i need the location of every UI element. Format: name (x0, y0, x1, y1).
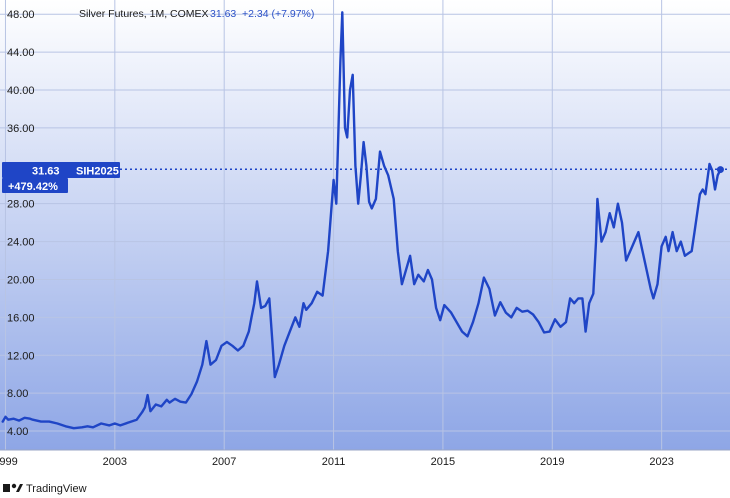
x-tick-label: 2023 (649, 456, 673, 468)
x-axis-ticks: 1999 2003 2007 2011 2015 2019 2023 (0, 456, 674, 468)
grid (0, 0, 730, 450)
y-tick-label: 8.00 (7, 388, 28, 400)
y-tick-label: 12.00 (7, 350, 35, 362)
y-tick-label: 20.00 (7, 274, 35, 286)
y-tick-label: 4.00 (7, 426, 28, 438)
legend-change: +2.34 (+7.97%) (242, 8, 314, 20)
x-tick-label: 1999 (0, 456, 18, 468)
tradingview-logo-icon[interactable] (3, 483, 23, 492)
x-axis-strip (0, 450, 730, 472)
x-tick-label: 2019 (540, 456, 564, 468)
y-tick-label: 16.00 (7, 312, 35, 324)
y-tick-label: 36.00 (7, 123, 35, 135)
plot-background (0, 0, 730, 450)
y-axis-ticks: 4.00 8.00 12.00 16.00 20.00 24.00 28.00 36.00 40… (7, 9, 35, 438)
y-tick-label: 28.00 (7, 199, 35, 211)
y-tick-label: 44.00 (7, 47, 35, 59)
branding-bar (0, 472, 730, 498)
price-series-line (1, 11, 722, 430)
legend-last-price: 31.63 (210, 8, 236, 20)
x-tick-label: 2003 (103, 456, 127, 468)
badge-price: 31.63 (32, 166, 60, 178)
current-price-badge: 31.63 SIH2025 +479.42% (2, 162, 120, 193)
x-tick-label: 2015 (431, 456, 455, 468)
branding-name[interactable]: TradingView (26, 483, 87, 495)
x-tick-label: 2011 (322, 456, 346, 468)
badge-bottom (2, 178, 68, 193)
badge-top (2, 162, 120, 178)
badge-percent: +479.42% (8, 181, 58, 193)
y-tick-label: 40.00 (7, 85, 35, 97)
y-tick-label: 48.00 (7, 9, 35, 21)
y-tick-label: 24.00 (7, 237, 35, 249)
x-tick-label: 2007 (212, 456, 236, 468)
legend-symbol-name: Silver Futures, 1M, COMEX (79, 8, 209, 20)
badge-symbol: SIH2025 (76, 166, 119, 178)
